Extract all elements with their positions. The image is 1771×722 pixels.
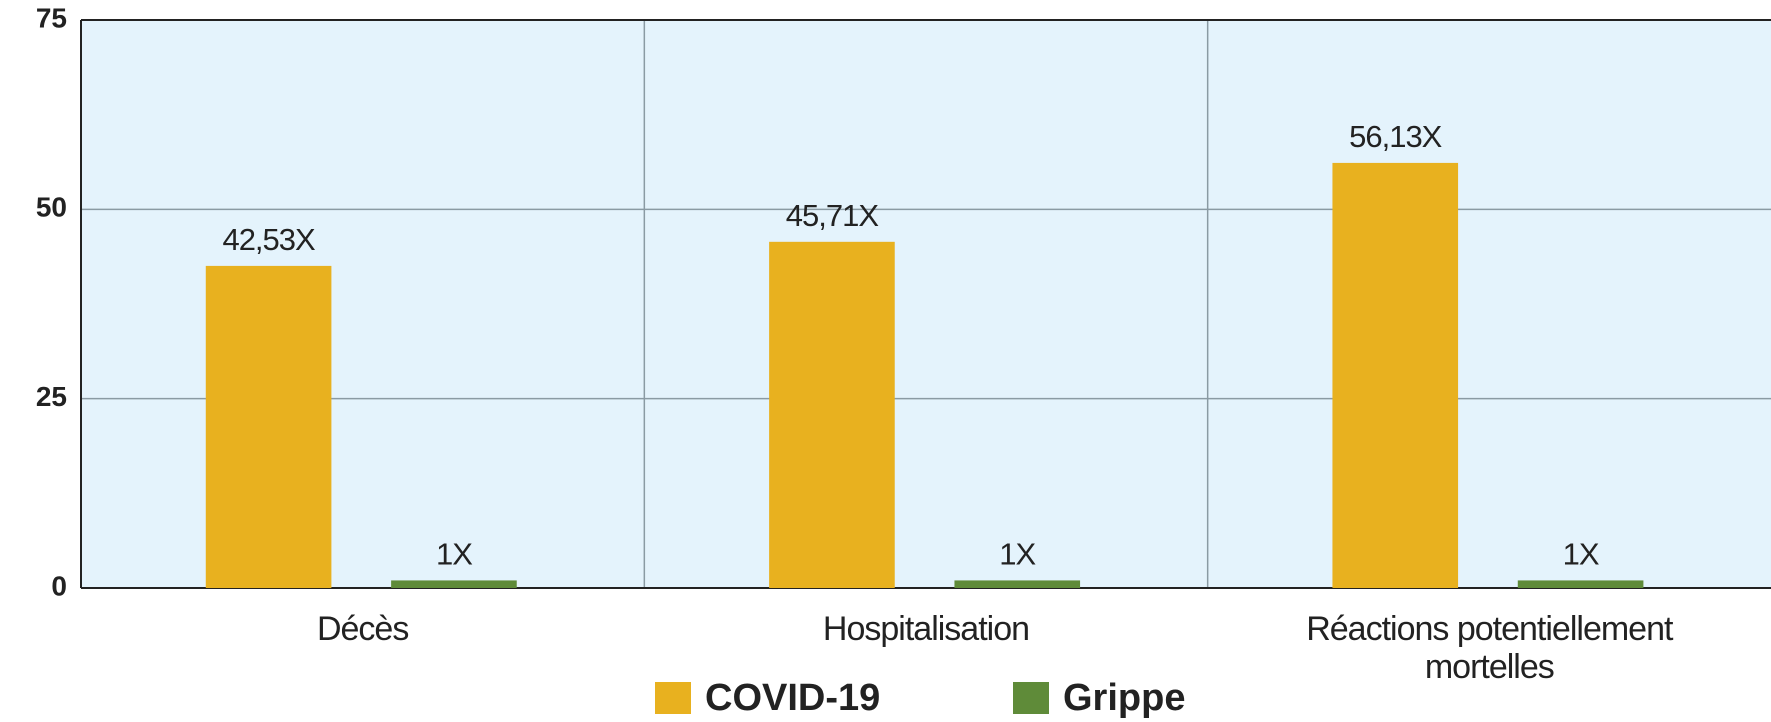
bar <box>205 265 332 588</box>
data-label: 1X <box>999 537 1036 572</box>
plot-background <box>81 20 1771 588</box>
bar <box>769 241 895 588</box>
x-tick-label: Réactions potentiellement mortelles <box>1306 610 1673 686</box>
legend-swatch <box>1013 682 1049 714</box>
x-tick-label: Hospitalisation <box>822 610 1030 648</box>
data-label: 42,53X <box>222 222 316 257</box>
legend-label: Grippe <box>1063 677 1185 719</box>
data-label: 1X <box>436 537 473 572</box>
y-tick-label: 25 <box>36 381 67 412</box>
data-label: 56,13X <box>1349 119 1443 154</box>
bar <box>954 580 1081 588</box>
bar <box>1517 580 1644 588</box>
y-tick-label: 0 <box>51 570 67 601</box>
x-tick-label: Décès <box>316 610 409 648</box>
y-tick-label: 75 <box>36 2 67 33</box>
bar <box>1332 162 1459 588</box>
legend-swatch <box>655 682 691 714</box>
y-tick-label: 50 <box>36 192 67 223</box>
data-label: 45,71X <box>786 198 880 233</box>
legend-label: COVID-19 <box>705 677 880 719</box>
data-label: 1X <box>1563 537 1600 572</box>
bar <box>391 580 517 588</box>
